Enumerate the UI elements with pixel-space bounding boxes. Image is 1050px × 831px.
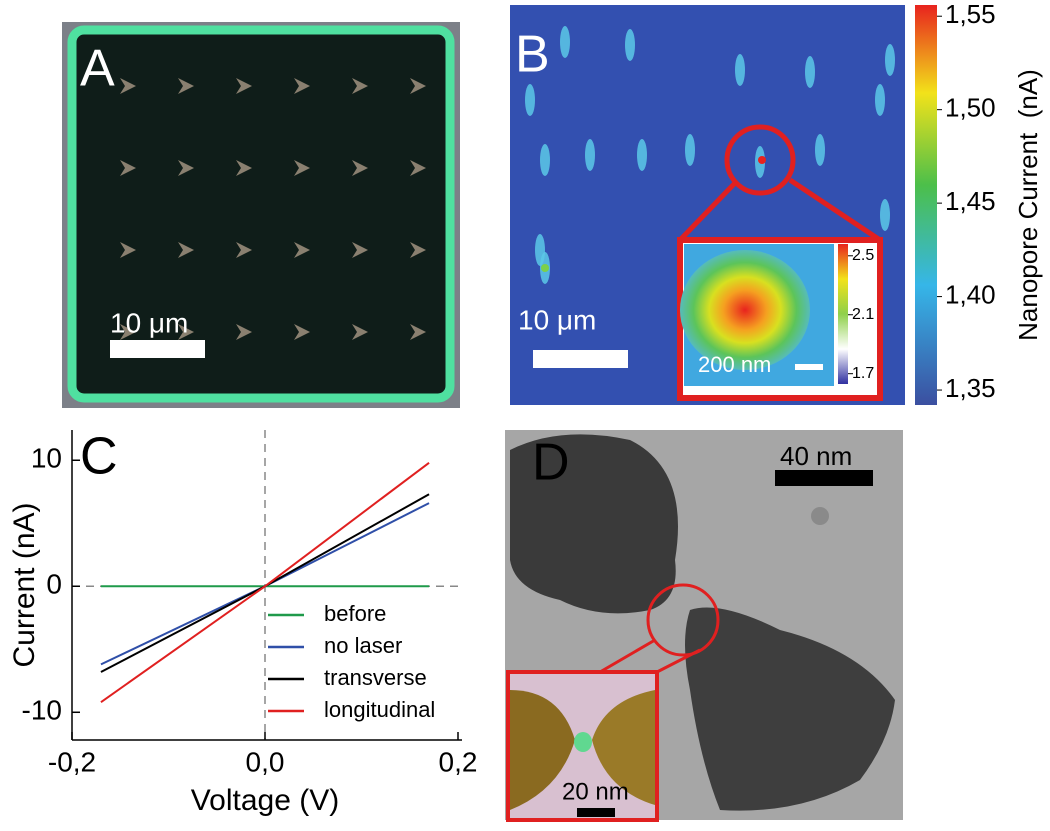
nanostructure (352, 78, 368, 94)
inset-spot (680, 250, 810, 370)
series-line (100, 461, 430, 704)
colorbar-tick-label: 1,40 (945, 279, 996, 309)
legend-label: transverse (324, 665, 427, 690)
colorbar-tick-label: 1,45 (945, 186, 996, 216)
particle-tip (592, 690, 655, 805)
inset-scale-label: 20 nm (562, 778, 629, 805)
hotspot (885, 44, 895, 76)
nanostructure (410, 324, 426, 340)
nanostructure (236, 242, 252, 258)
hotspot-peak (758, 156, 766, 164)
colorbar-tick-label: 1,50 (945, 93, 996, 123)
inset-scale-bar (577, 808, 615, 817)
colorbar-tick-label: 1,35 (945, 373, 996, 403)
colorbar-tick-label: 1,55 (945, 0, 996, 29)
inset-colorbar (838, 244, 848, 384)
nanostructure (294, 324, 310, 340)
nanostructures (120, 78, 426, 340)
hotspot (875, 84, 885, 116)
nanostructure (120, 78, 136, 94)
nanostructure (178, 78, 194, 94)
legend-label: no laser (324, 633, 402, 658)
highlight-circle (646, 583, 720, 657)
nanostructure (178, 160, 194, 176)
y-tick-label: 10 (31, 443, 62, 474)
panel-label: C (80, 428, 118, 486)
hotspot (625, 29, 635, 61)
x-tick-label: -0,2 (48, 746, 96, 777)
zoom-lines (599, 638, 701, 674)
hotspot (637, 139, 647, 171)
nanostructure (178, 324, 194, 340)
nanostructure (410, 78, 426, 94)
inset-scale-label: 200 nm (698, 352, 771, 377)
hotspot (815, 134, 825, 166)
inset-scale-bar (795, 364, 823, 370)
nanostructure (236, 78, 252, 94)
triangle-particle (685, 607, 895, 811)
hotspot (525, 84, 535, 116)
nanostructure (294, 160, 310, 176)
highlight-circle (724, 124, 796, 196)
nanostructure (410, 242, 426, 258)
nanostructure (294, 78, 310, 94)
nanostructure (178, 242, 194, 258)
nanostructure (120, 160, 136, 176)
legend-label: before (324, 601, 386, 626)
panel-label: D (532, 434, 570, 492)
nanostructure (120, 242, 136, 258)
hotspots (525, 26, 895, 284)
zoom-lines (678, 177, 882, 243)
nanostructure (236, 324, 252, 340)
particle (811, 507, 829, 525)
y-tick-label: -10 (22, 695, 62, 726)
scale-bar-label: 40 nm (780, 441, 852, 471)
scale-bar (775, 470, 873, 486)
chip (67, 25, 455, 403)
nanostructure (352, 242, 368, 258)
nanostructure (352, 324, 368, 340)
hotspot (735, 54, 745, 86)
x-tick-label: 0,0 (246, 746, 285, 777)
colorbar (915, 5, 937, 405)
hotspot (585, 139, 595, 171)
y-tick-label: 0 (46, 569, 62, 600)
hotspot-peak (541, 264, 549, 272)
triangle-particle (510, 434, 678, 614)
colorbar-label: Nanopore Current (nA) (1013, 69, 1043, 341)
scale-bar (533, 350, 628, 368)
hotspot (540, 144, 550, 176)
scale-bar-label: 10 μm (110, 307, 188, 338)
colorbar-tick-label: 2.5 (852, 247, 874, 264)
gap (574, 732, 592, 752)
colorbar-tick-label: 2.1 (852, 306, 874, 323)
nanostructure (236, 160, 252, 176)
nanostructure (120, 324, 136, 340)
y-axis-label: Current (nA) (8, 502, 41, 667)
scale-bar (110, 340, 205, 358)
hotspot (805, 56, 815, 88)
legend-label: longitudinal (324, 697, 435, 722)
hotspot (880, 199, 890, 231)
scale-bar-label: 10 μm (518, 304, 596, 335)
nanostructure (410, 160, 426, 176)
hotspot (560, 26, 570, 58)
x-axis-label: Voltage (V) (191, 784, 339, 817)
colorbar-tick-label: 1.7 (852, 365, 874, 382)
nanostructure (294, 242, 310, 258)
panel-label: B (515, 26, 550, 84)
hotspot (685, 134, 695, 166)
nanostructure (352, 160, 368, 176)
panel-label: A (80, 40, 115, 98)
x-tick-label: 0,2 (439, 746, 478, 777)
particle-tip (510, 690, 575, 810)
